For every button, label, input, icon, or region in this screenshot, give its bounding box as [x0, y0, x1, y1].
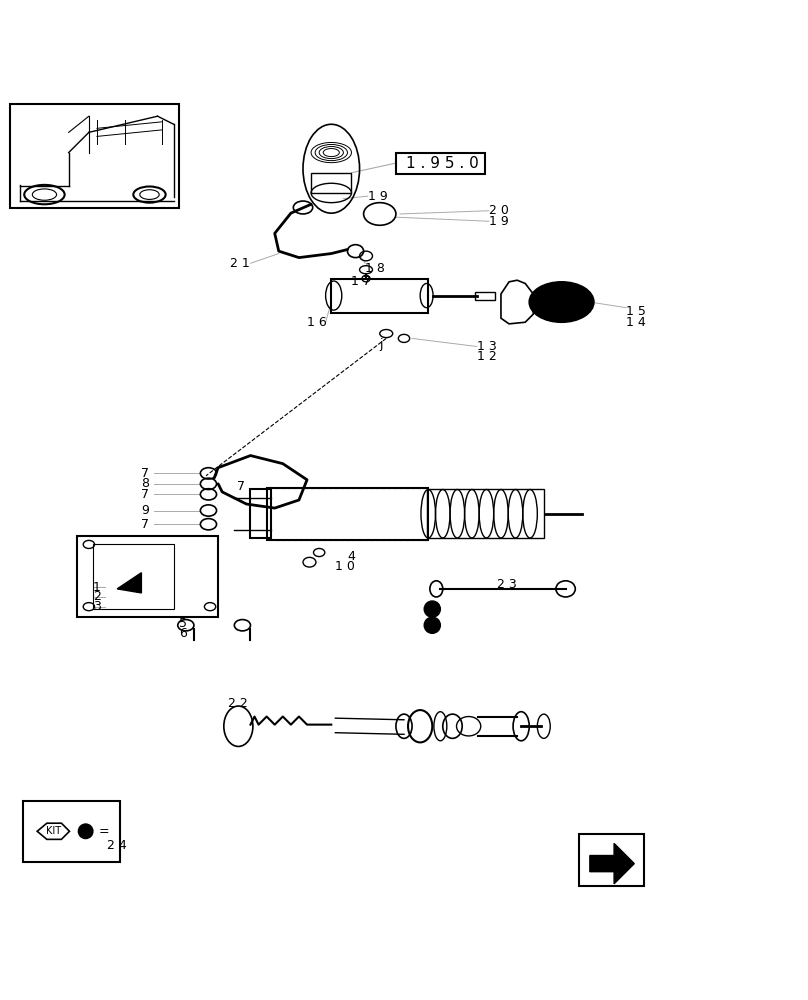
- Text: 8: 8: [141, 477, 149, 490]
- Text: 1: 1: [93, 581, 101, 594]
- Polygon shape: [117, 573, 141, 593]
- Text: 1 4: 1 4: [626, 316, 646, 329]
- Text: 7: 7: [141, 488, 149, 501]
- Text: 2: 2: [93, 590, 101, 603]
- Bar: [93, 544, 174, 609]
- Text: 1 5: 1 5: [626, 305, 646, 318]
- Bar: [23, 801, 120, 862]
- Text: 2 1: 2 1: [230, 257, 250, 270]
- Text: 1 8: 1 8: [365, 262, 385, 275]
- Bar: [475, 292, 495, 300]
- Bar: [579, 834, 644, 886]
- Text: 2 0: 2 0: [489, 204, 509, 217]
- Text: 7: 7: [237, 480, 245, 493]
- Bar: [267, 488, 428, 540]
- Text: 4: 4: [347, 550, 356, 563]
- Ellipse shape: [424, 601, 440, 617]
- Bar: [10, 104, 179, 208]
- Text: KIT: KIT: [46, 826, 61, 836]
- Bar: [77, 536, 218, 617]
- Text: 3: 3: [93, 600, 101, 613]
- Bar: [396, 153, 485, 174]
- Text: 1 3: 1 3: [477, 340, 496, 353]
- Text: 9: 9: [141, 504, 149, 517]
- Text: 1 9: 1 9: [368, 190, 387, 203]
- Text: 6: 6: [179, 627, 187, 640]
- Ellipse shape: [78, 824, 93, 839]
- Text: 1 7: 1 7: [351, 275, 372, 288]
- Text: 2 2: 2 2: [228, 697, 247, 710]
- Bar: [331, 279, 428, 313]
- Polygon shape: [590, 843, 634, 884]
- Text: 1 . 9 5 . 0: 1 . 9 5 . 0: [406, 156, 479, 171]
- Ellipse shape: [529, 282, 594, 322]
- Text: 1 0: 1 0: [335, 560, 356, 573]
- Text: 2 3: 2 3: [497, 578, 516, 591]
- Text: 1 2: 1 2: [477, 350, 496, 363]
- Text: 5: 5: [179, 617, 187, 630]
- Bar: [250, 489, 271, 538]
- Text: 7: 7: [141, 518, 149, 531]
- Text: 1 9: 1 9: [489, 215, 508, 228]
- Text: j: j: [380, 338, 383, 351]
- Ellipse shape: [424, 617, 440, 633]
- Text: 7: 7: [141, 467, 149, 480]
- Text: 2 4: 2 4: [107, 839, 127, 852]
- Text: =: =: [99, 825, 109, 838]
- Text: 1 6: 1 6: [307, 316, 326, 329]
- Bar: [311, 173, 351, 193]
- Bar: [427, 489, 544, 538]
